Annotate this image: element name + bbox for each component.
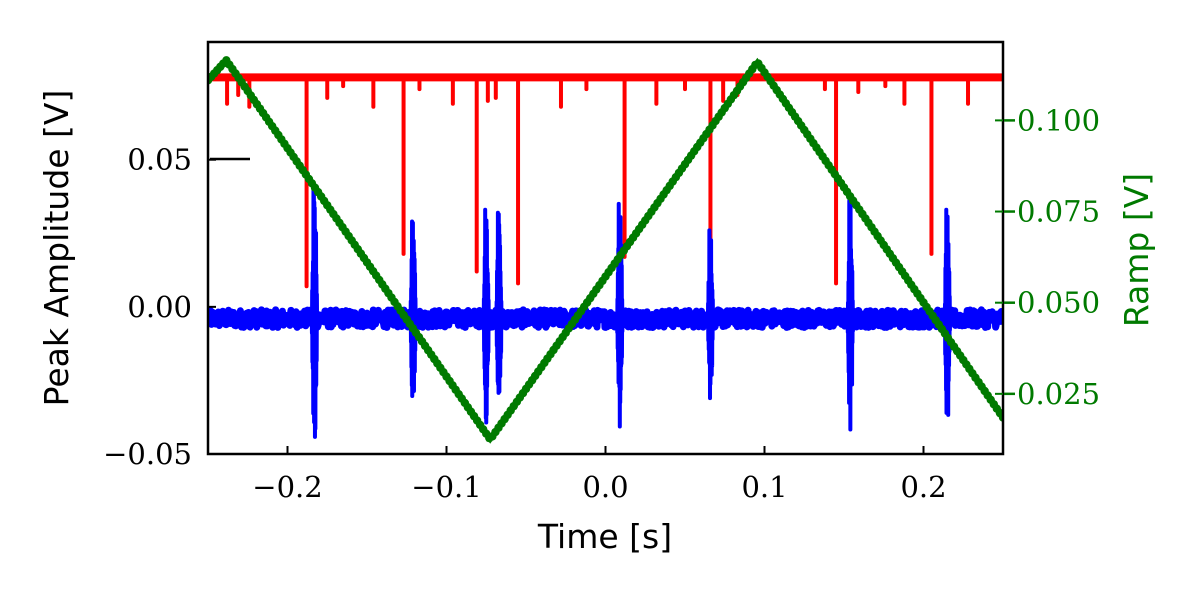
y2-tick-label: 0.025 (1017, 377, 1100, 411)
x-axis-ticks: −0.2 −0.1 0.0 0.1 0.2 (252, 446, 947, 504)
signal-burst (481, 207, 492, 425)
y-axis-ticks: −0.05 0.00 0.05 (103, 143, 216, 471)
y-tick-label: 0.00 (127, 290, 192, 324)
y2-axis-label: Ramp [V] (1117, 173, 1156, 327)
y2-tick-label: 0.075 (1017, 195, 1100, 229)
signal-burst (309, 184, 320, 439)
signal-burst (494, 210, 504, 395)
x-tick-label: 0.1 (741, 470, 787, 504)
x-tick-label: 0.2 (900, 470, 946, 504)
signal-burst (845, 198, 856, 432)
y-tick-label: −0.05 (103, 437, 192, 471)
y2-tick-label: 0.100 (1017, 103, 1100, 137)
x-tick-label: 0.0 (582, 470, 628, 504)
y2-tick-label: 0.050 (1017, 286, 1100, 320)
y-axis-label: Peak Amplitude [V] (37, 90, 76, 407)
signal-burst (615, 201, 625, 429)
y-tick-label: 0.05 (127, 143, 192, 177)
x-axis-label: Time [s] (537, 517, 672, 556)
signal-noise (208, 306, 1003, 331)
signal-burst (942, 207, 953, 417)
signal-series (208, 184, 1003, 439)
x-tick-label: −0.1 (411, 470, 481, 504)
signal-burst (408, 219, 418, 398)
ramp-series (208, 56, 1003, 444)
x-tick-label: −0.2 (252, 470, 322, 504)
y2-axis-ticks: 0.025 0.050 0.075 0.100 (995, 103, 1100, 411)
signal-burst (705, 228, 716, 401)
peak-detector-series (208, 73, 1003, 289)
